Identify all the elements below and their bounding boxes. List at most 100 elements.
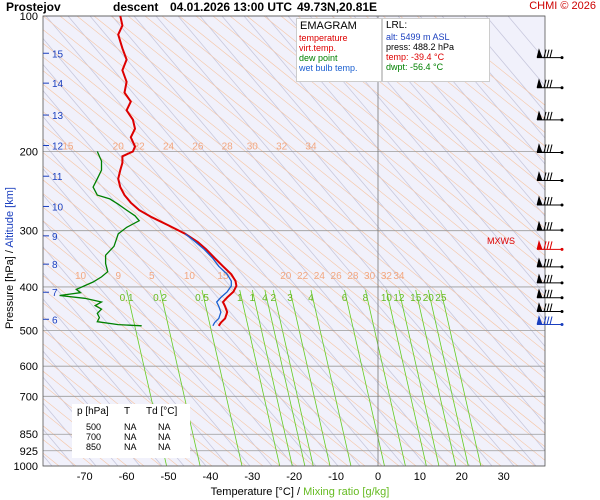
wind-barb-feather: [546, 258, 550, 267]
moist-adiabat: [43, 261, 298, 466]
y-tick-label: 500: [20, 326, 38, 338]
wind-barb-dot: [560, 203, 564, 207]
wind-barb-feather: [543, 241, 547, 250]
y-axis-title: Pressure [hPa] / Altitude [km]: [4, 173, 16, 343]
dry-adiabat: [43, 168, 295, 466]
x-tick-label: 20: [456, 471, 468, 483]
wind-barb-feather: [549, 221, 553, 231]
altitude-tick-label: 14: [52, 79, 64, 90]
isotherm-label: 26: [331, 271, 343, 282]
x-tick-label: -40: [202, 471, 218, 483]
wind-barb-feather: [543, 49, 547, 58]
moist-adiabat: [212, 16, 545, 284]
wind-barb: [536, 143, 564, 155]
isotherm-label: 24: [314, 271, 326, 282]
wind-barb-pennant: [536, 288, 543, 298]
dry-adiabat: [43, 194, 273, 466]
altitude-tick-label: 7: [52, 288, 58, 299]
mixing-ratio-line: [159, 289, 201, 466]
x-tick-label: -60: [119, 471, 135, 483]
y-tick-label: 300: [20, 226, 38, 238]
moist-adiabat: [43, 16, 545, 420]
moist-adiabat: [43, 152, 434, 466]
lrl-temp: temp: -39.4 °C: [386, 52, 445, 62]
mixing-ratio-line: [272, 289, 314, 466]
moist-adiabat: [43, 343, 196, 466]
altitude-tick-label: 10: [52, 202, 64, 213]
x-axis-mixing-label: Mixing ratio [g/kg]: [303, 486, 390, 498]
altitude-tick-label: 15: [52, 49, 64, 60]
dry-adiabat: [43, 272, 207, 466]
dry-adiabat: [177, 16, 545, 452]
moist-adiabat: [127, 16, 545, 352]
moist-adiabat: [348, 16, 545, 174]
mixing-ratio-line: [239, 289, 281, 466]
legend-virt-temp: virt.temp.: [299, 43, 337, 53]
mixing-ratio-label: 10: [381, 293, 393, 304]
isotherm-label: 24: [163, 141, 175, 152]
wind-barb: [536, 257, 564, 269]
wind-barb-feather: [546, 144, 550, 153]
moist-adiabat: [93, 16, 545, 379]
moist-adiabat: [43, 70, 536, 466]
wind-barb-feather: [549, 196, 553, 206]
wind-barb-feather: [549, 144, 553, 153]
wind-barb-dot: [560, 228, 564, 232]
table-row: 700 NA NA: [72, 432, 190, 442]
values-table: p [hPa] T Td [°C] 500 NA NA 700 NA NA 85…: [72, 404, 190, 458]
wind-barb-pennant: [536, 78, 543, 88]
wind-barb-feather: [546, 303, 550, 312]
legend: EMAGRAM temperature virt.temp. dew point…: [296, 18, 382, 82]
moist-adiabat: [43, 384, 145, 466]
moist-adiabat: [43, 165, 417, 466]
dry-adiabat: [133, 16, 515, 466]
table-cell: NA: [158, 442, 171, 452]
wind-barb-dot: [560, 296, 564, 300]
moist-adiabat: [382, 16, 545, 147]
wind-barb-feather: [549, 49, 553, 58]
wind-barb-dot: [560, 151, 564, 155]
wind-barb-pennant: [536, 239, 543, 250]
wind-barb-pennant: [536, 171, 543, 181]
x-tick-label: 0: [375, 471, 381, 483]
isotherm-label: 15: [62, 141, 74, 152]
moist-adiabat: [43, 329, 213, 466]
dry-adiabat: [43, 350, 141, 466]
isotherm-label: 10: [75, 271, 87, 282]
isotherm-label: 28: [222, 141, 234, 152]
x-axis-temperature-label: Temperature [°C]: [210, 486, 294, 498]
wind-barb-dot: [560, 56, 564, 60]
x-tick-label: -20: [286, 471, 302, 483]
mixing-ratio-line: [310, 289, 352, 466]
wind-barb-feather: [543, 258, 547, 267]
moist-adiabat: [43, 56, 545, 461]
wind-barb-feather: [549, 241, 553, 250]
table-header-t: T: [124, 406, 131, 417]
dry-adiabat: [43, 376, 119, 466]
x-tick-label: 10: [414, 471, 426, 483]
table-cell: 500: [86, 422, 102, 432]
x-axis-title: Temperature [°C] / Mixing ratio [g/kg]: [0, 486, 600, 498]
wind-barb-pennant: [536, 220, 543, 231]
y-tick-label: 200: [20, 146, 38, 158]
isotherm-label: 28: [347, 271, 359, 282]
dry-adiabat: [155, 16, 537, 466]
series-dew-point: [59, 151, 142, 327]
wind-barb: [536, 273, 564, 285]
table-cell: NA: [158, 422, 171, 432]
mixing-ratio-line: [201, 289, 243, 466]
mixing-ratio-line: [440, 289, 482, 466]
isotherm-label: 30: [247, 141, 259, 152]
moist-adiabat: [416, 16, 545, 120]
mixing-ratio-label: 4: [308, 293, 314, 304]
mixing-ratio-label: 1: [250, 293, 256, 304]
moist-adiabat: [43, 179, 400, 466]
moist-adiabat: [76, 16, 545, 393]
table-cell: NA: [124, 422, 137, 432]
moist-adiabat: [43, 42, 545, 448]
legend-temperature: temperature: [299, 33, 348, 43]
wind-barb-dot: [560, 178, 564, 182]
dry-adiabat: [287, 16, 545, 321]
moist-adiabat: [178, 16, 545, 311]
wind-barb-feather: [543, 316, 547, 325]
